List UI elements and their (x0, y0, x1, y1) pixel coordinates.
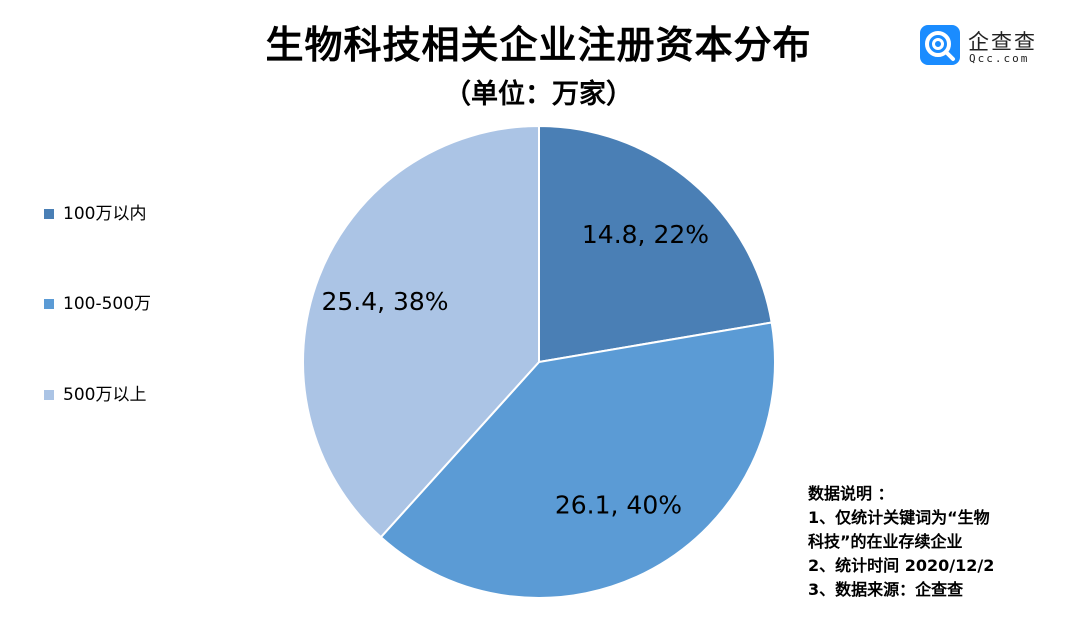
qcc-logo-icon (920, 25, 960, 65)
legend-label: 100万以内 (63, 204, 147, 224)
pie-slice (538, 124, 773, 364)
qcc-logo: 企查查 Qcc.com (920, 25, 1060, 69)
logo-name: 企查查 (968, 30, 1037, 54)
legend-label: 100-500万 (63, 294, 152, 314)
data-notes: 数据说明 ： 1、仅统计关键词为“生物 科技”的在业存续企业 2、统计时间 20… (808, 482, 1070, 602)
pie-slice (379, 321, 776, 599)
note-line: 1、仅统计关键词为“生物 (808, 508, 990, 527)
legend-swatch (44, 209, 54, 219)
pie-data-label: 26.1, 40% (555, 491, 682, 520)
pie-data-label: 25.4, 38% (321, 287, 448, 316)
logo-domain: Qcc.com (969, 52, 1030, 65)
chart-title: 生物科技相关企业注册资本分布 (265, 23, 812, 67)
legend-label: 500万以上 (63, 385, 147, 405)
legend-swatch (44, 390, 54, 400)
chart-subtitle: （单位：万家） (444, 79, 633, 110)
note-line: 数据说明 ： (808, 484, 894, 503)
note-line: 3、数据来源：企查查 (808, 580, 964, 599)
pie-data-label: 14.8, 22% (582, 220, 709, 249)
legend-swatch (44, 299, 54, 309)
note-line: 2、统计时间 2020/12/2 (808, 556, 995, 575)
pie-slice (302, 124, 540, 539)
note-line: 科技”的在业存续企业 (808, 532, 963, 551)
